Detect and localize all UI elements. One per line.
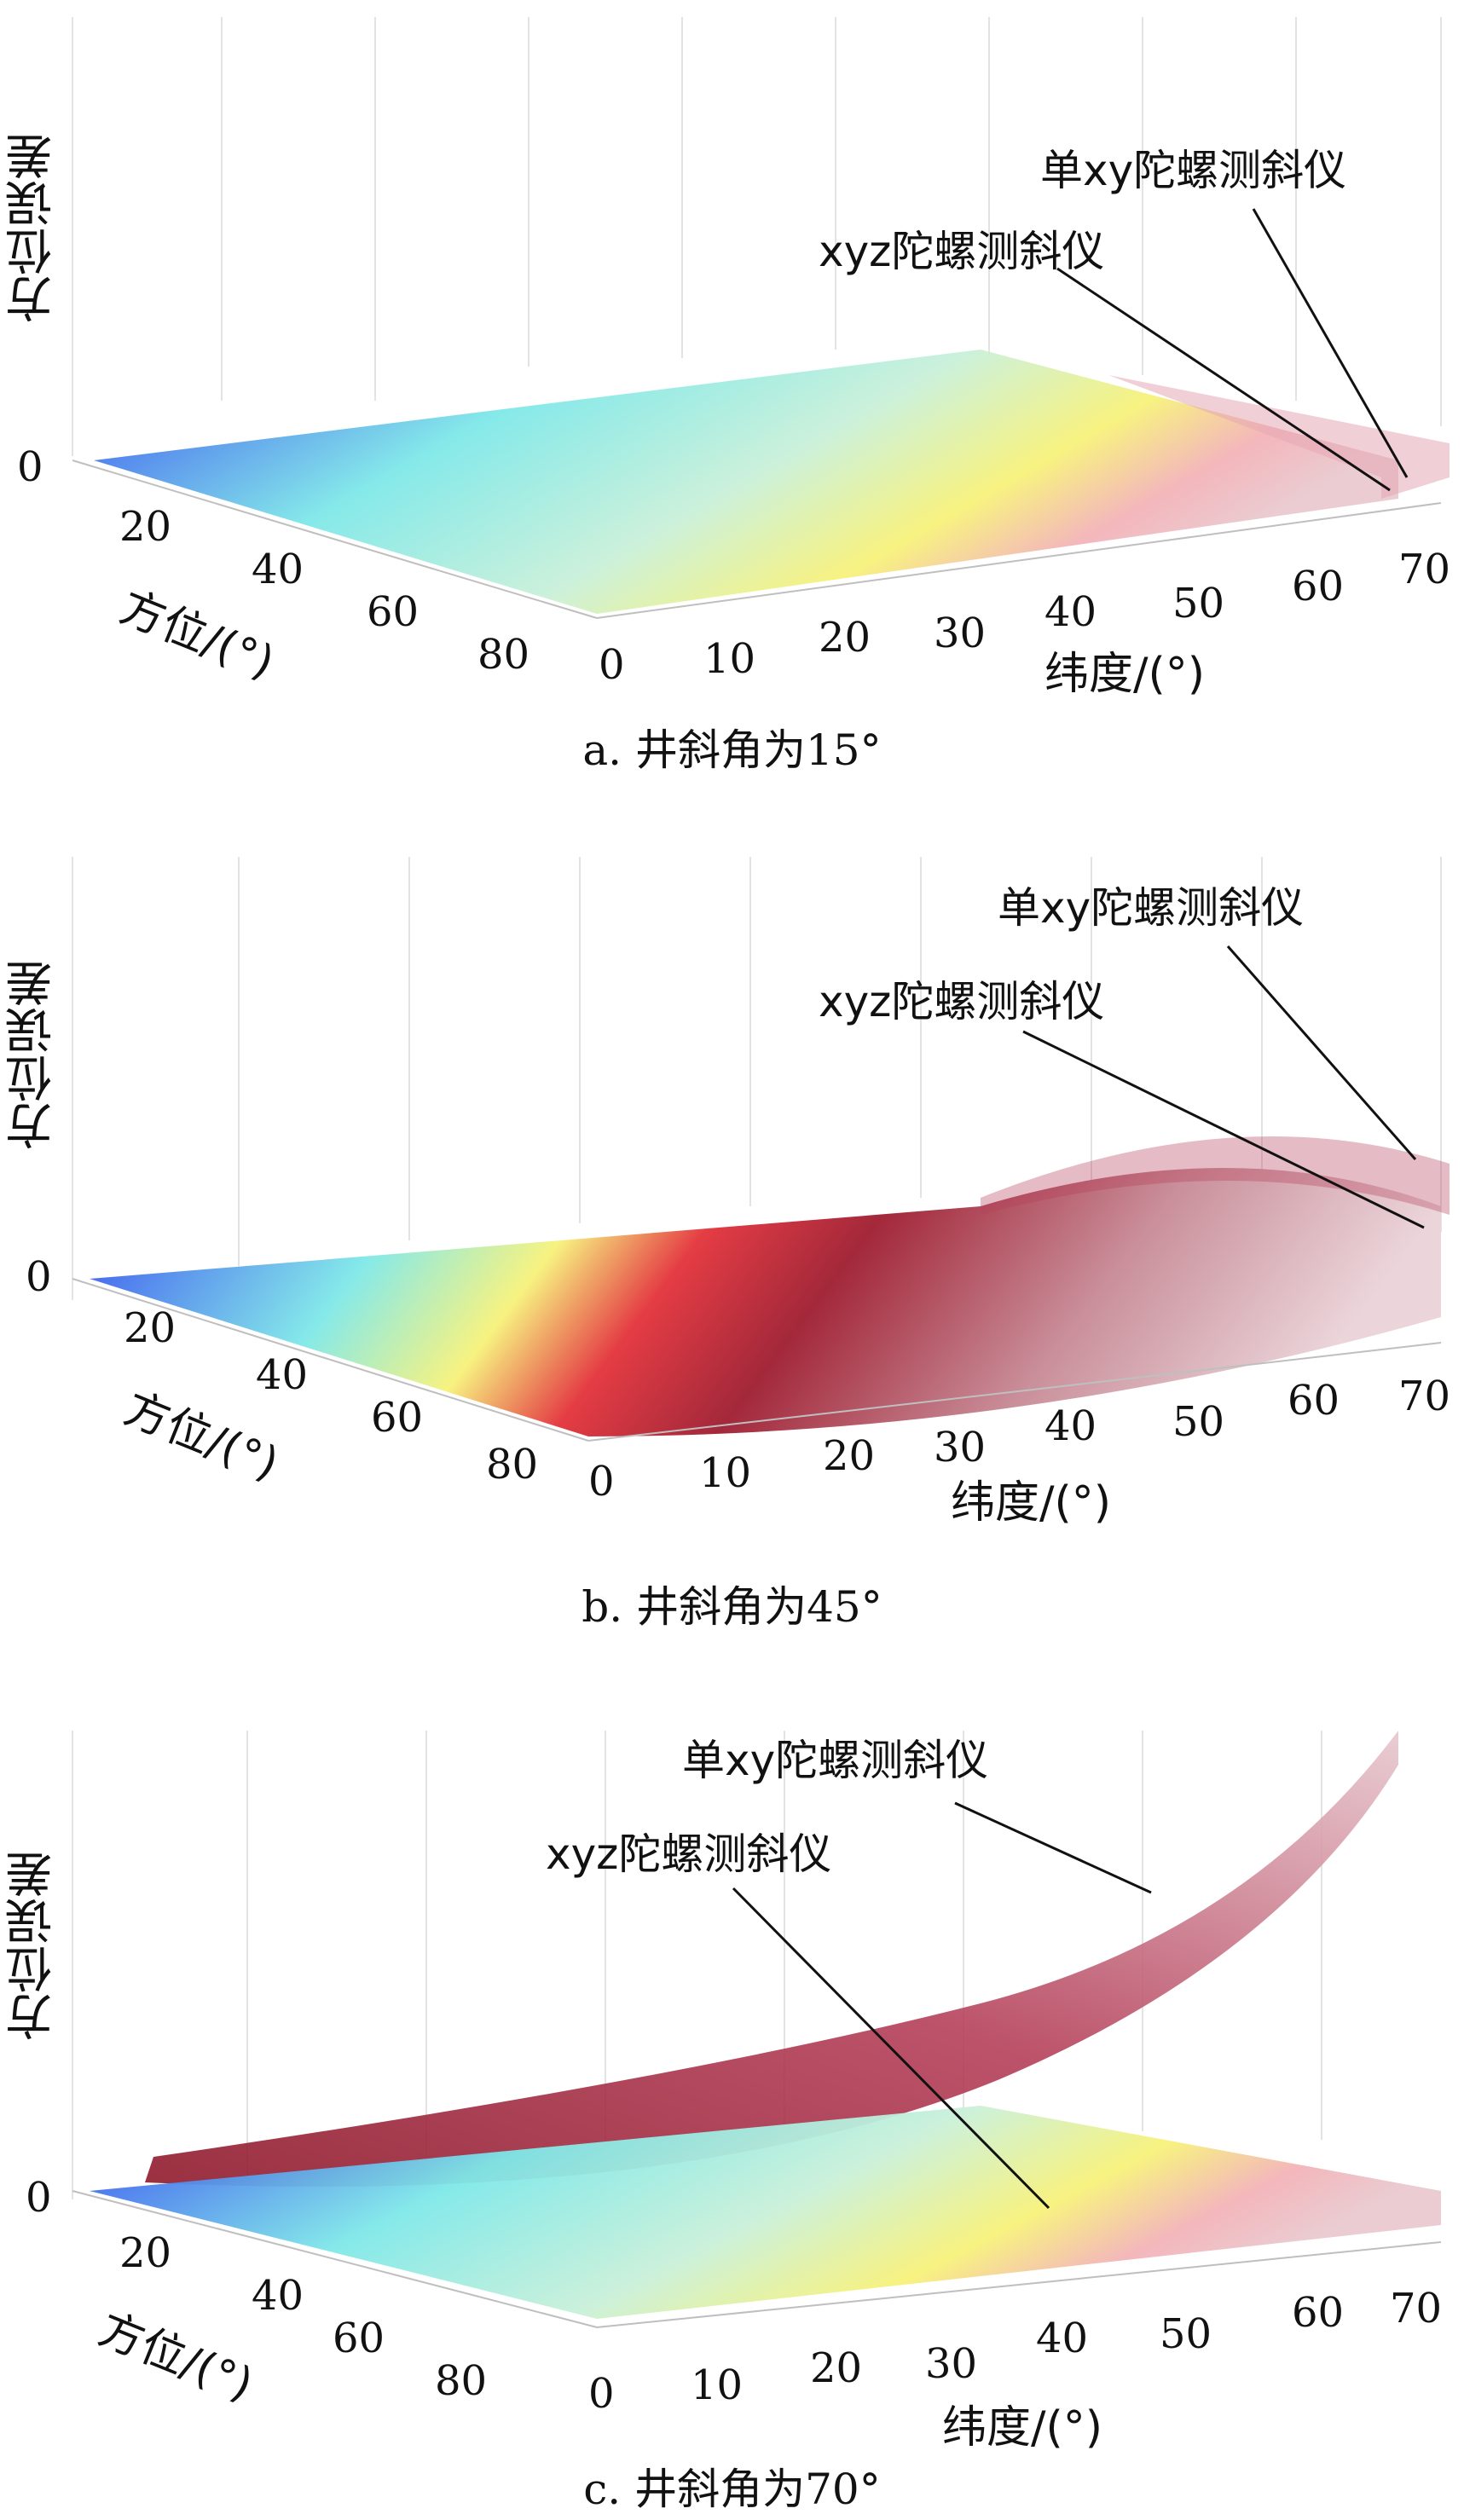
x-tick-60: 60 (1288, 1377, 1340, 1425)
annotation-leaders-b (1022, 945, 1425, 1229)
surface-plot-a (72, 17, 1450, 619)
x-tick-30: 30 (934, 1424, 987, 1471)
annotation-single-xy: 单xy陀螺测斜仪 (998, 883, 1305, 933)
y-tick-20: 20 (119, 503, 172, 551)
x-tick-30: 30 (925, 2340, 978, 2388)
x-tick-50: 50 (1172, 580, 1225, 627)
surface-xyz-b (90, 1168, 1441, 1436)
x-tick-40: 40 (1036, 2315, 1089, 2362)
x-tick-20: 20 (819, 614, 871, 662)
x-tick-50: 50 (1172, 1398, 1225, 1446)
grid-lines-b (72, 857, 1442, 1300)
axis-lines-c (72, 2190, 1442, 2328)
x-tick-10: 10 (699, 1449, 752, 1497)
surface-single-xy-b (981, 1136, 1450, 1215)
x-tick-70: 70 (1398, 1373, 1451, 1420)
chart-panel-c: 方位误差 0 20 40 60 80 方位/(°) 0 10 20 30 40 … (0, 1679, 1464, 2519)
x-tick-0: 0 (588, 2370, 615, 2418)
annotation-leaders-a (1056, 208, 1409, 492)
x-tick-70: 70 (1398, 546, 1451, 593)
surface-xyz-a (94, 350, 1398, 614)
axis-lines-a (72, 459, 1442, 619)
x-tick-20: 20 (823, 1432, 876, 1480)
annotation-xyz: xyz陀螺测斜仪 (819, 227, 1105, 276)
caption: a. 井斜角为15° (582, 725, 882, 775)
y-tick-80: 80 (486, 1441, 539, 1488)
grid-lines-c (72, 1731, 1322, 2199)
caption: b. 井斜角为45° (582, 1582, 882, 1632)
y-tick-20: 20 (124, 1304, 176, 1352)
x-tick-60: 60 (1292, 2289, 1345, 2337)
z-tick-0: 0 (17, 443, 43, 491)
annotation-xyz: xyz陀螺测斜仪 (819, 977, 1105, 1026)
y-tick-60: 60 (371, 1394, 424, 1442)
x-tick-50: 50 (1160, 2310, 1212, 2358)
surface-xyz-c (90, 2106, 1441, 2319)
x-tick-20: 20 (810, 2344, 863, 2392)
caption: c. 井斜角为70° (583, 2465, 881, 2514)
y-tick-80: 80 (477, 631, 530, 679)
y-tick-80: 80 (435, 2357, 488, 2405)
z-axis-label: 方位误差 (5, 959, 61, 1150)
x-axis-label: 纬度/(°) (951, 1477, 1112, 1529)
x-tick-40: 40 (1044, 588, 1097, 636)
chart-panel-b: 方位误差 0 20 40 60 80 方位/(°) 0 10 20 30 40 … (0, 840, 1464, 1679)
x-tick-0: 0 (588, 1458, 615, 1506)
x-tick-40: 40 (1044, 1402, 1097, 1450)
x-tick-10: 10 (691, 2361, 744, 2409)
x-axis-label: 纬度/(°) (1044, 649, 1206, 700)
x-tick-30: 30 (934, 610, 987, 657)
annotation-xyz: xyz陀螺测斜仪 (546, 1829, 832, 1879)
y-tick-20: 20 (119, 2229, 172, 2277)
surface-single-xy-a (1108, 375, 1450, 499)
y-tick-40: 40 (252, 2272, 304, 2320)
y-tick-40: 40 (252, 546, 304, 593)
surface-plot-c (72, 1731, 1442, 2328)
x-axis-label: 纬度/(°) (942, 2402, 1103, 2454)
z-tick-0: 0 (26, 1253, 52, 1301)
surface-single-xy-c (145, 1731, 1398, 2187)
y-tick-40: 40 (256, 1351, 309, 1399)
z-axis-label: 方位误差 (5, 132, 61, 323)
x-tick-60: 60 (1292, 563, 1345, 610)
x-tick-0: 0 (599, 641, 625, 689)
y-tick-60: 60 (333, 2315, 385, 2362)
z-axis-label: 方位误差 (5, 1850, 61, 2041)
surface-plot-b (72, 857, 1450, 1442)
axis-lines-b (72, 1278, 1442, 1442)
x-tick-70: 70 (1390, 2285, 1443, 2332)
chart-panel-a: 方位误差 0 20 40 60 80 方位/(°) 0 10 20 30 40 … (0, 0, 1464, 840)
grid-lines-a (72, 17, 1442, 456)
annotation-leaders-c (732, 1801, 1152, 2210)
y-tick-60: 60 (367, 588, 420, 636)
annotation-single-xy: 单xy陀螺测斜仪 (682, 1736, 989, 1785)
annotation-single-xy: 单xy陀螺测斜仪 (1040, 146, 1347, 195)
z-tick-0: 0 (26, 2174, 52, 2222)
x-tick-10: 10 (703, 635, 756, 683)
